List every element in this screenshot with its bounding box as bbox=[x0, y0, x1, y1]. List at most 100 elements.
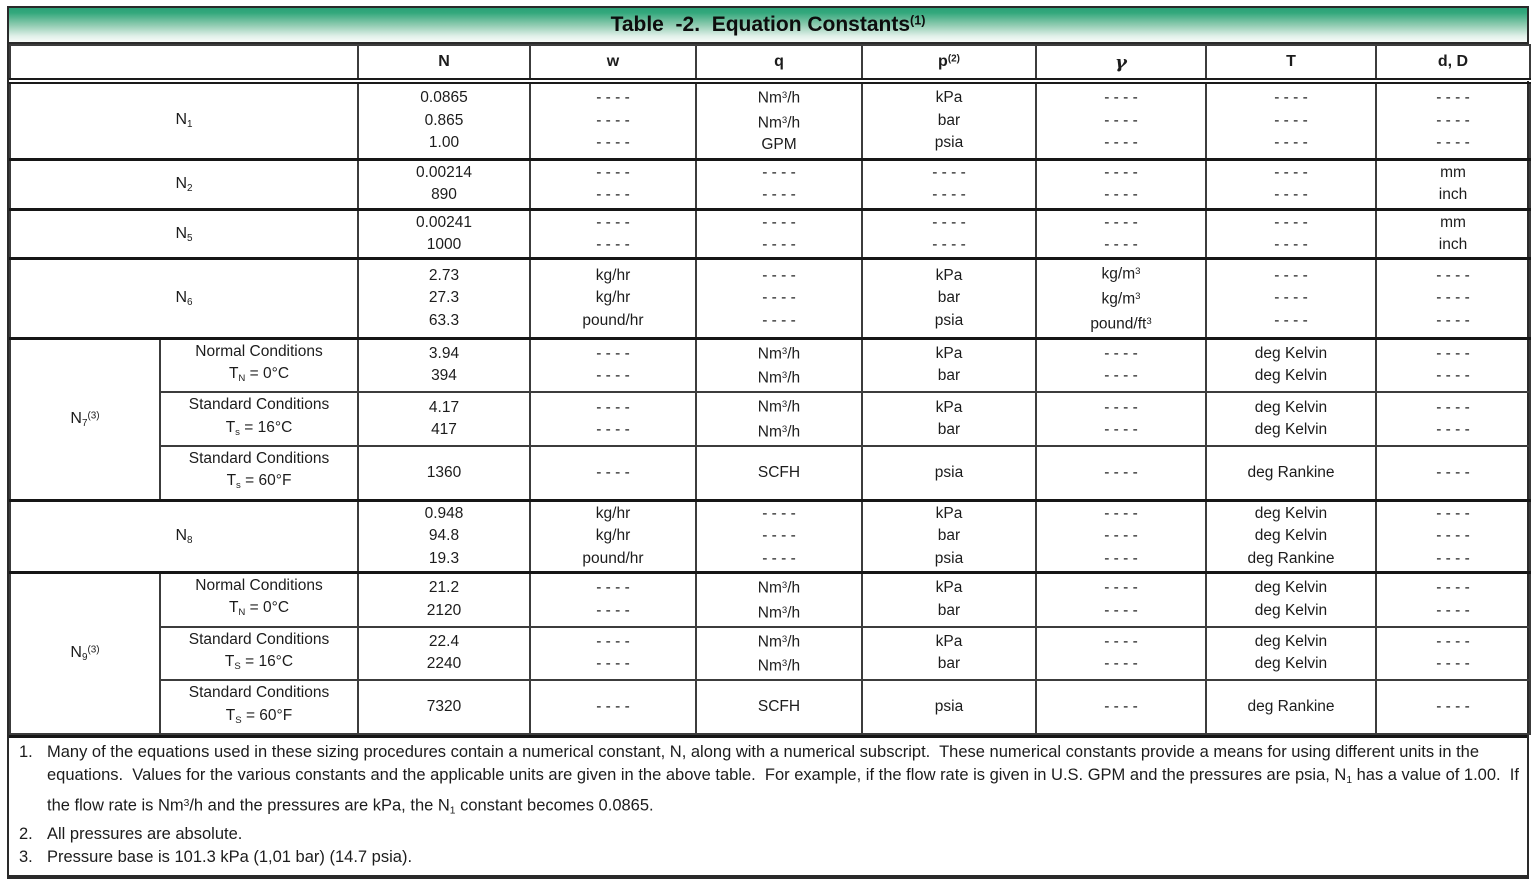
table-cell: - - - -- - - -- - - - bbox=[1205, 257, 1377, 340]
footnote-number: 1. bbox=[19, 742, 33, 761]
table-cell: psia bbox=[861, 444, 1037, 502]
table-cell: - - - -- - - - bbox=[529, 391, 697, 447]
table-cell: - - - - bbox=[1035, 679, 1207, 735]
table-cell: kPa bar bbox=[861, 391, 1037, 447]
table-cell: kg/hr kg/hr pound/hr bbox=[529, 257, 697, 340]
footnote-text: Pressure base is 101.3 kPa (1,01 bar) (1… bbox=[47, 847, 413, 866]
footnote: 2. All pressures are absolute. bbox=[13, 823, 1521, 846]
footnote: 1. Many of the equations used in these si… bbox=[13, 741, 1521, 823]
row-label: N5 bbox=[9, 207, 359, 260]
table-cell: kPa bar bbox=[861, 570, 1037, 628]
table-cell: - - - -- - - -- - - - bbox=[1375, 498, 1531, 574]
table-cell: deg Rankine bbox=[1205, 679, 1377, 735]
table-cell: 2.73 27.3 63.3 bbox=[357, 257, 531, 340]
table-cell: 22.4 2240 bbox=[357, 625, 531, 682]
table-row: N5 0.00241 1000- - - -- - - -- - - -- - - … bbox=[9, 207, 1531, 260]
footnote: 3. Pressure base is 101.3 kPa (1,01 bar) … bbox=[13, 846, 1521, 869]
table-cell: kPa bar psia bbox=[861, 79, 1037, 161]
table-cell: Nm3/h Nm3/h bbox=[695, 570, 863, 628]
footnote-number: 3. bbox=[19, 847, 33, 866]
table-cell: 3.94 394 bbox=[357, 336, 531, 394]
table-cell: - - - -- - - - bbox=[695, 207, 863, 260]
table-cell: mm inch bbox=[1375, 207, 1531, 260]
table-cell: Nm3/h Nm3/h GPM bbox=[695, 79, 863, 161]
footnote-text: All pressures are absolute. bbox=[47, 824, 243, 843]
table-cell: - - - -- - - - bbox=[529, 570, 697, 628]
table-cell: kg/m3 kg/m3 pound/ft3 bbox=[1035, 257, 1207, 340]
table-cell: - - - -- - - - bbox=[1375, 570, 1531, 628]
table-cell: - - - -- - - - bbox=[1205, 207, 1377, 260]
table-cell: - - - -- - - - bbox=[1035, 336, 1207, 394]
table-cell: deg Kelvin deg Kelvin bbox=[1205, 336, 1377, 394]
table-cell: - - - - bbox=[1375, 679, 1531, 735]
table-cell: - - - -- - - - bbox=[1035, 207, 1207, 260]
row-label: N7(3) bbox=[9, 336, 161, 502]
table-cell: - - - -- - - -- - - - bbox=[695, 257, 863, 340]
table-row: N7(3) Normal Conditions TN = 0°C 3.94 394- -… bbox=[9, 336, 1531, 502]
table-cell: deg Kelvin deg Kelvin bbox=[1205, 570, 1377, 628]
table-cell: - - - -- - - - bbox=[1205, 157, 1377, 211]
table-cell: - - - -- - - - bbox=[1035, 625, 1207, 682]
table-cell: - - - -- - - -- - - - bbox=[1375, 257, 1531, 340]
column-header: N bbox=[357, 44, 531, 84]
footnote-text: Many of the equations used in these sizi… bbox=[47, 742, 1524, 817]
condition-cell: Standard Conditions Ts = 60°F bbox=[159, 444, 359, 502]
table-cell: - - - -- - - -- - - - bbox=[1375, 79, 1531, 161]
column-header: γ bbox=[1035, 44, 1207, 84]
column-header: p(2) bbox=[861, 44, 1037, 84]
table-cell: kg/hr kg/hr pound/hr bbox=[529, 498, 697, 574]
table-cell: - - - -- - - -- - - - bbox=[529, 79, 697, 161]
table-cell: mm inch bbox=[1375, 157, 1531, 211]
table-cell: - - - -- - - - bbox=[1375, 336, 1531, 394]
table-cell: Nm3/h Nm3/h bbox=[695, 391, 863, 447]
column-header bbox=[9, 44, 359, 84]
table-cell: - - - -- - - -- - - - bbox=[1035, 79, 1207, 161]
table-cell: deg Kelvin deg Kelvin bbox=[1205, 625, 1377, 682]
table-cell: 1360 bbox=[357, 444, 531, 502]
table-cell: Nm3/h Nm3/h bbox=[695, 625, 863, 682]
table-cell: SCFH bbox=[695, 444, 863, 502]
table-cell: - - - -- - - -- - - - bbox=[1205, 79, 1377, 161]
table-cell: - - - - bbox=[529, 679, 697, 735]
table-cell: - - - -- - - - bbox=[1375, 391, 1531, 447]
table-cell: - - - -- - - - bbox=[861, 157, 1037, 211]
table-cell: - - - -- - - - bbox=[529, 336, 697, 394]
table-cell: kPa bar psia bbox=[861, 498, 1037, 574]
row-label: N2 bbox=[9, 157, 359, 211]
table-cell: 4.17 417 bbox=[357, 391, 531, 447]
table-cell: 0.948 94.8 19.3 bbox=[357, 498, 531, 574]
table-cell: kPa bar bbox=[861, 625, 1037, 682]
table-cell: - - - - bbox=[529, 444, 697, 502]
table-cell: Nm3/h Nm3/h bbox=[695, 336, 863, 394]
condition-cell: Normal Conditions TN = 0°C bbox=[159, 336, 359, 394]
row-label: N8 bbox=[9, 498, 359, 574]
table-cell: - - - -- - - - bbox=[1035, 391, 1207, 447]
row-label: N9(3) bbox=[9, 570, 161, 735]
table-cell: - - - -- - - - bbox=[1375, 625, 1531, 682]
table-title-footnote-ref: (1) bbox=[910, 13, 926, 28]
table-cell: - - - -- - - - bbox=[695, 157, 863, 211]
table-row: N8 0.948 94.8 19.3 kg/hr kg/hr pound/hr - - - -… bbox=[9, 498, 1531, 574]
footnote-number: 2. bbox=[19, 824, 33, 843]
table-cell: 0.00241 1000 bbox=[357, 207, 531, 260]
table-row: N6 2.73 27.3 63.3 kg/hr kg/hr pound/hr - - - --… bbox=[9, 257, 1531, 340]
condition-cell: Standard Conditions TS = 16°C bbox=[159, 625, 359, 682]
column-header: w bbox=[529, 44, 697, 84]
column-header: T bbox=[1205, 44, 1377, 84]
row-label: N6 bbox=[9, 257, 359, 340]
table-body: N1 0.0865 0.865 1.00- - - -- - - -- - - - Nm… bbox=[9, 79, 1531, 735]
table-cell: - - - - bbox=[1375, 444, 1531, 502]
table-cell: 7320 bbox=[357, 679, 531, 735]
table-cell: 21.2 2120 bbox=[357, 570, 531, 628]
table-cell: deg Rankine bbox=[1205, 444, 1377, 502]
table-cell: deg Kelvin deg Kelvin bbox=[1205, 391, 1377, 447]
table-cell: - - - -- - - -- - - - bbox=[695, 498, 863, 574]
table-row: N2 0.00214 890- - - -- - - -- - - -- - - -… bbox=[9, 157, 1531, 211]
table-row: N1 0.0865 0.865 1.00- - - -- - - -- - - - Nm… bbox=[9, 79, 1531, 161]
table-row: Standard Conditions Ts = 16°C 4.17 417- - -… bbox=[10, 391, 1531, 447]
table-cell: kPa bar psia bbox=[861, 257, 1037, 340]
